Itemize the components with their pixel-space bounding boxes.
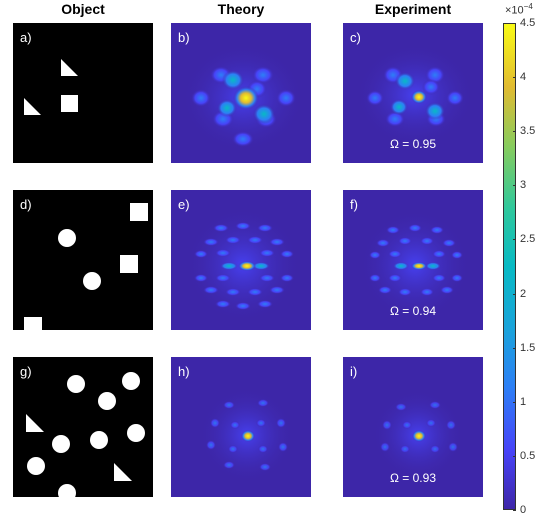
colorbar-tick-label: 2 (520, 288, 527, 300)
colorbar-tick-mark (513, 456, 516, 457)
object-panel-g: g) (13, 357, 153, 497)
panel-label: f) (350, 197, 358, 212)
diffraction-pattern (185, 207, 301, 323)
circle-shape (27, 457, 45, 475)
object-panel-a: a) (13, 23, 153, 163)
circle-shape (67, 375, 85, 393)
diffraction-pattern (181, 43, 305, 153)
experiment-panel-f: f) Ω = 0.94 (343, 190, 483, 330)
diffraction-pattern (372, 389, 464, 481)
circle-shape (52, 435, 70, 453)
colorbar-tick-label: 1 (520, 396, 527, 408)
panel-label: g) (20, 364, 32, 379)
panel-label: i) (350, 364, 358, 379)
omega-value: Ω = 0.94 (389, 304, 436, 318)
panel-label: a) (20, 30, 32, 45)
colorbar-tick-label: 0.5 (520, 450, 536, 462)
column-header-object: Object (61, 1, 105, 17)
colorbar-tick-label: 3 (520, 179, 527, 191)
column-header-experiment: Experiment (374, 1, 452, 17)
diffraction-pattern (359, 209, 471, 321)
panel-label: d) (20, 197, 32, 212)
colorbar-tick-mark (513, 185, 516, 186)
circle-shape (90, 431, 108, 449)
theory-panel-b: b) (171, 23, 311, 163)
colorbar-tick-mark (513, 402, 516, 403)
square-shape (120, 255, 138, 273)
colorbar (503, 23, 516, 510)
panel-label: b) (178, 30, 190, 45)
diffraction-pattern (355, 43, 475, 147)
circle-shape (122, 372, 140, 390)
colorbar-tick-mark (513, 510, 516, 511)
object-panel-d: d) (13, 190, 153, 330)
colorbar-tick-label: 1.5 (520, 342, 536, 354)
colorbar-tick-mark (513, 77, 516, 78)
triangle-shape (114, 463, 132, 481)
colorbar-tick-mark (513, 348, 516, 349)
square-shape (61, 95, 78, 112)
colorbar-tick-mark (513, 239, 516, 240)
colorbar-tick-label: 3.5 (520, 125, 536, 137)
colorbar-tick-label: 4.5 (520, 17, 536, 29)
colorbar-exponent-base: ×10 (505, 4, 524, 17)
circle-shape (98, 392, 116, 410)
colorbar-tick-label: 2.5 (520, 233, 536, 245)
colorbar-tick-mark (513, 131, 516, 132)
circle-shape (58, 484, 76, 497)
panel-label: h) (178, 364, 190, 379)
circle-shape (127, 424, 145, 442)
column-header-theory: Theory (217, 1, 265, 17)
experiment-panel-i: i) Ω = 0.93 (343, 357, 483, 497)
colorbar-tick-label: 4 (520, 71, 527, 83)
theory-panel-h: h) (171, 357, 311, 497)
circle-shape (58, 229, 76, 247)
square-shape (130, 203, 148, 221)
panel-label: c) (350, 30, 361, 45)
panel-label: e) (178, 197, 190, 212)
colorbar-tick-mark (513, 23, 516, 24)
square-shape (24, 317, 42, 330)
colorbar-tick-mark (513, 294, 516, 295)
circle-shape (83, 272, 101, 290)
experiment-panel-c: c) Ω = 0.95 (343, 23, 483, 163)
theory-panel-e: e) (171, 190, 311, 330)
triangle-shape (24, 98, 41, 115)
colorbar-tick-label: 0 (520, 504, 527, 516)
omega-value: Ω = 0.95 (389, 137, 436, 151)
triangle-shape (26, 414, 44, 432)
colorbar-exponent: ×10−4 (505, 2, 533, 17)
triangle-shape (61, 59, 78, 76)
omega-value: Ω = 0.93 (389, 471, 436, 485)
colorbar-exponent-power: −4 (523, 2, 533, 11)
diffraction-pattern (199, 387, 295, 483)
